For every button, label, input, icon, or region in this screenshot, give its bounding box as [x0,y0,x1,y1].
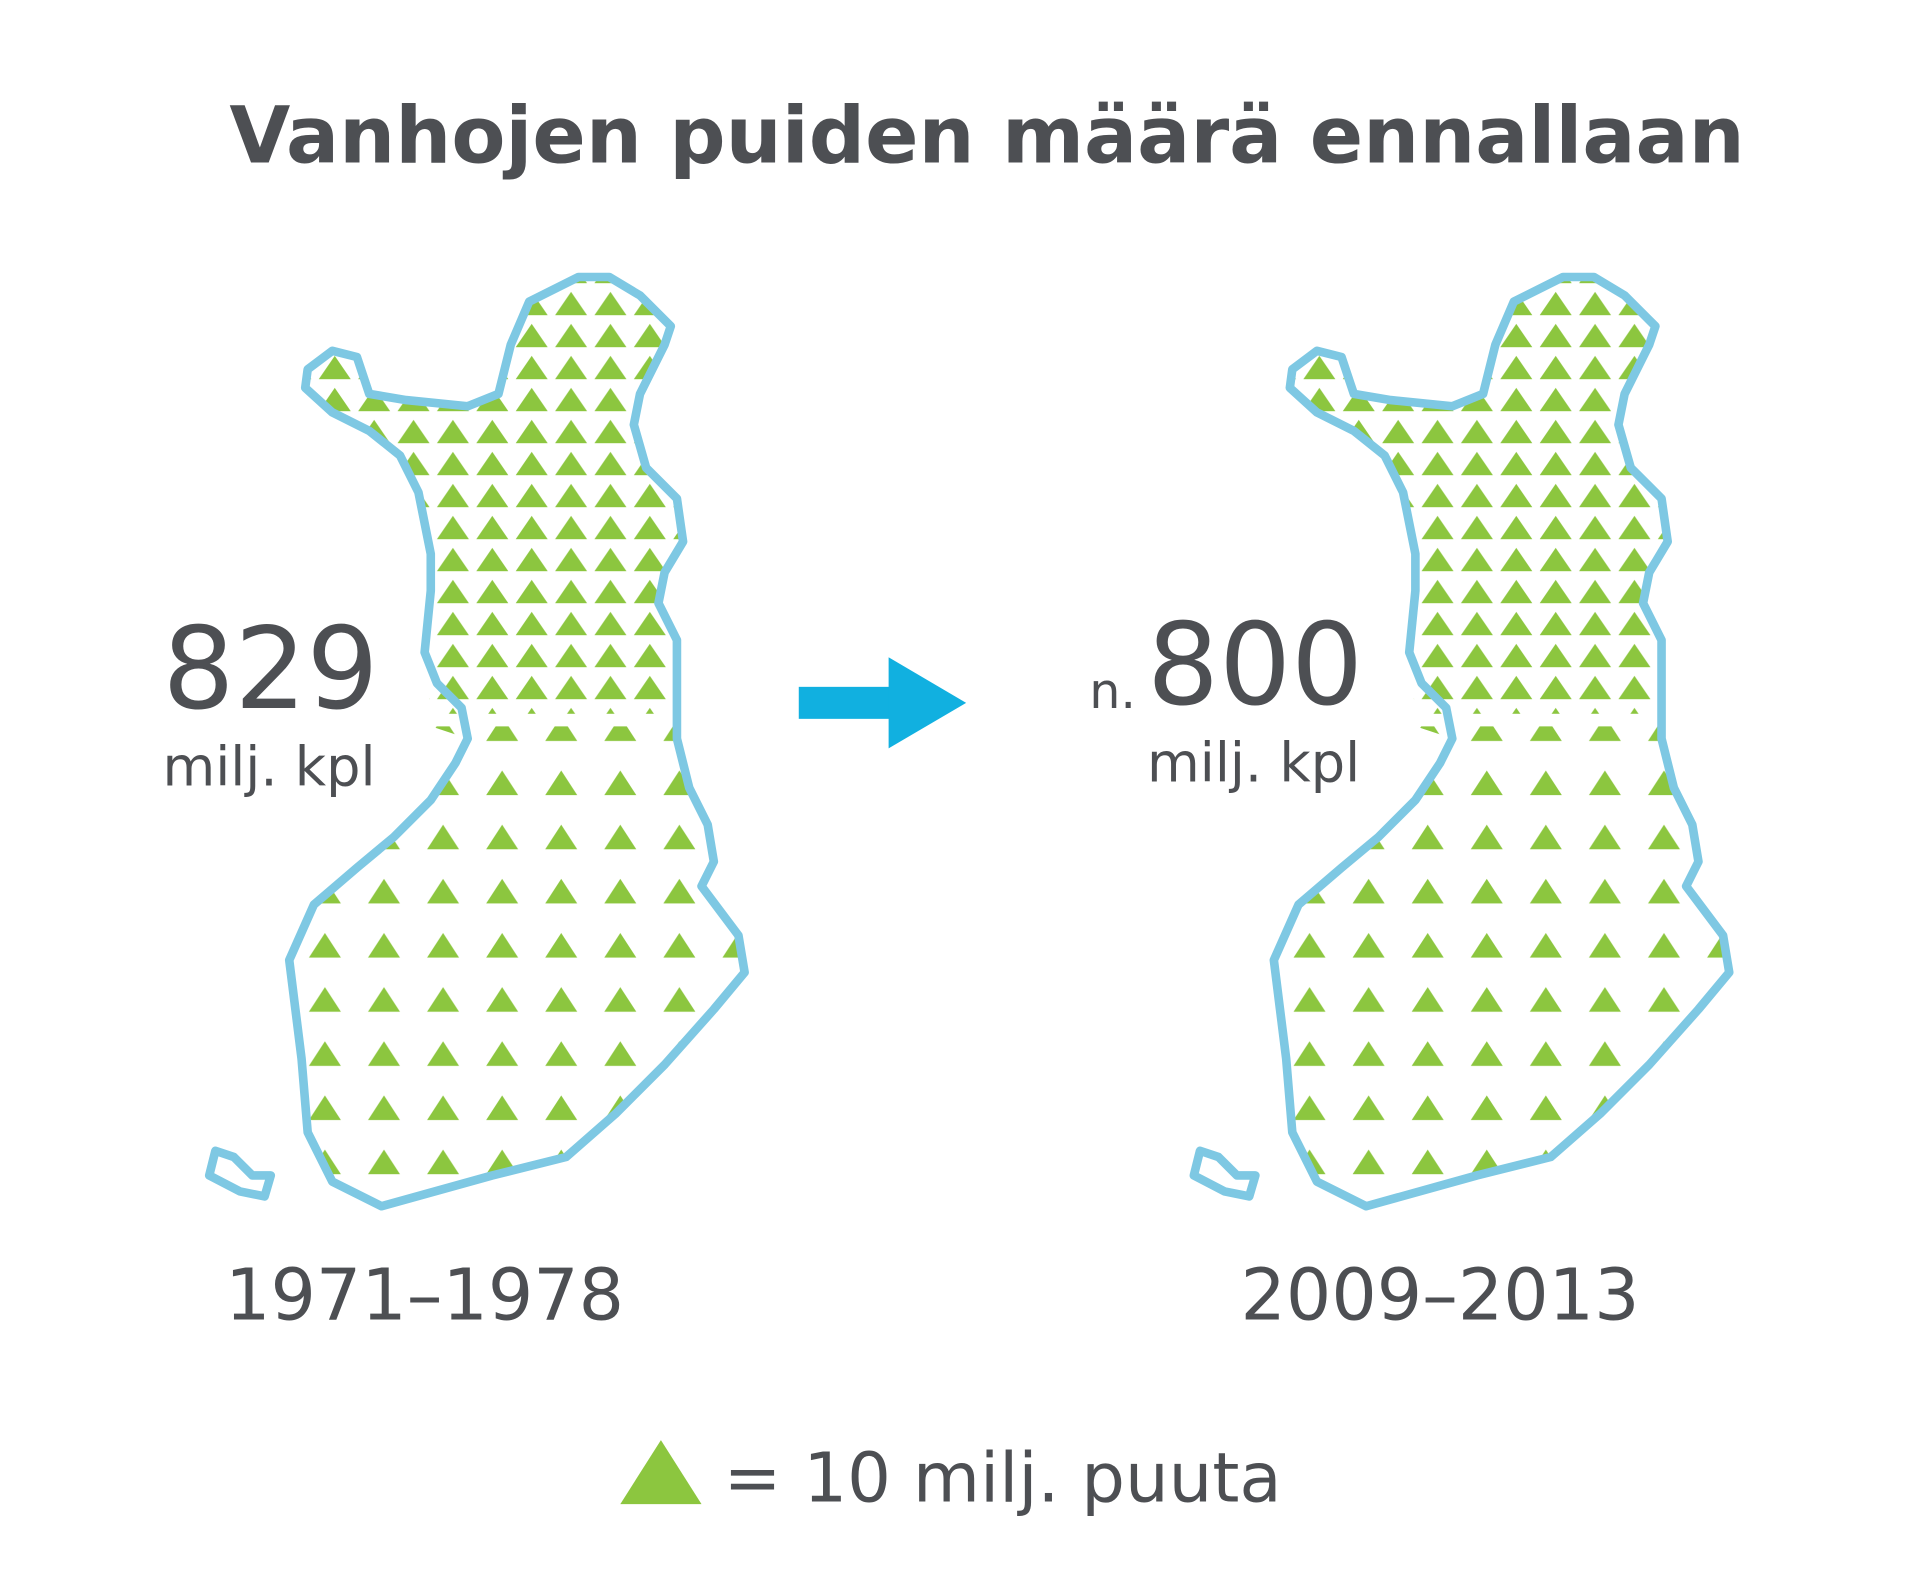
unit: milj. kpl [1147,732,1360,795]
unit: milj. kpl [162,735,375,798]
value: 829 [162,603,378,735]
title: Vanhojen puiden määrä ennallaan [229,90,1744,182]
value: 800 [1147,599,1363,731]
period: 1971–1978 [225,1253,624,1336]
legend: = 10 milj. puuta [724,1439,1282,1519]
prefix: n. [1089,662,1136,720]
arrow [798,657,967,749]
period: 2009–2013 [1241,1253,1640,1336]
legend-icon [620,1440,702,1505]
